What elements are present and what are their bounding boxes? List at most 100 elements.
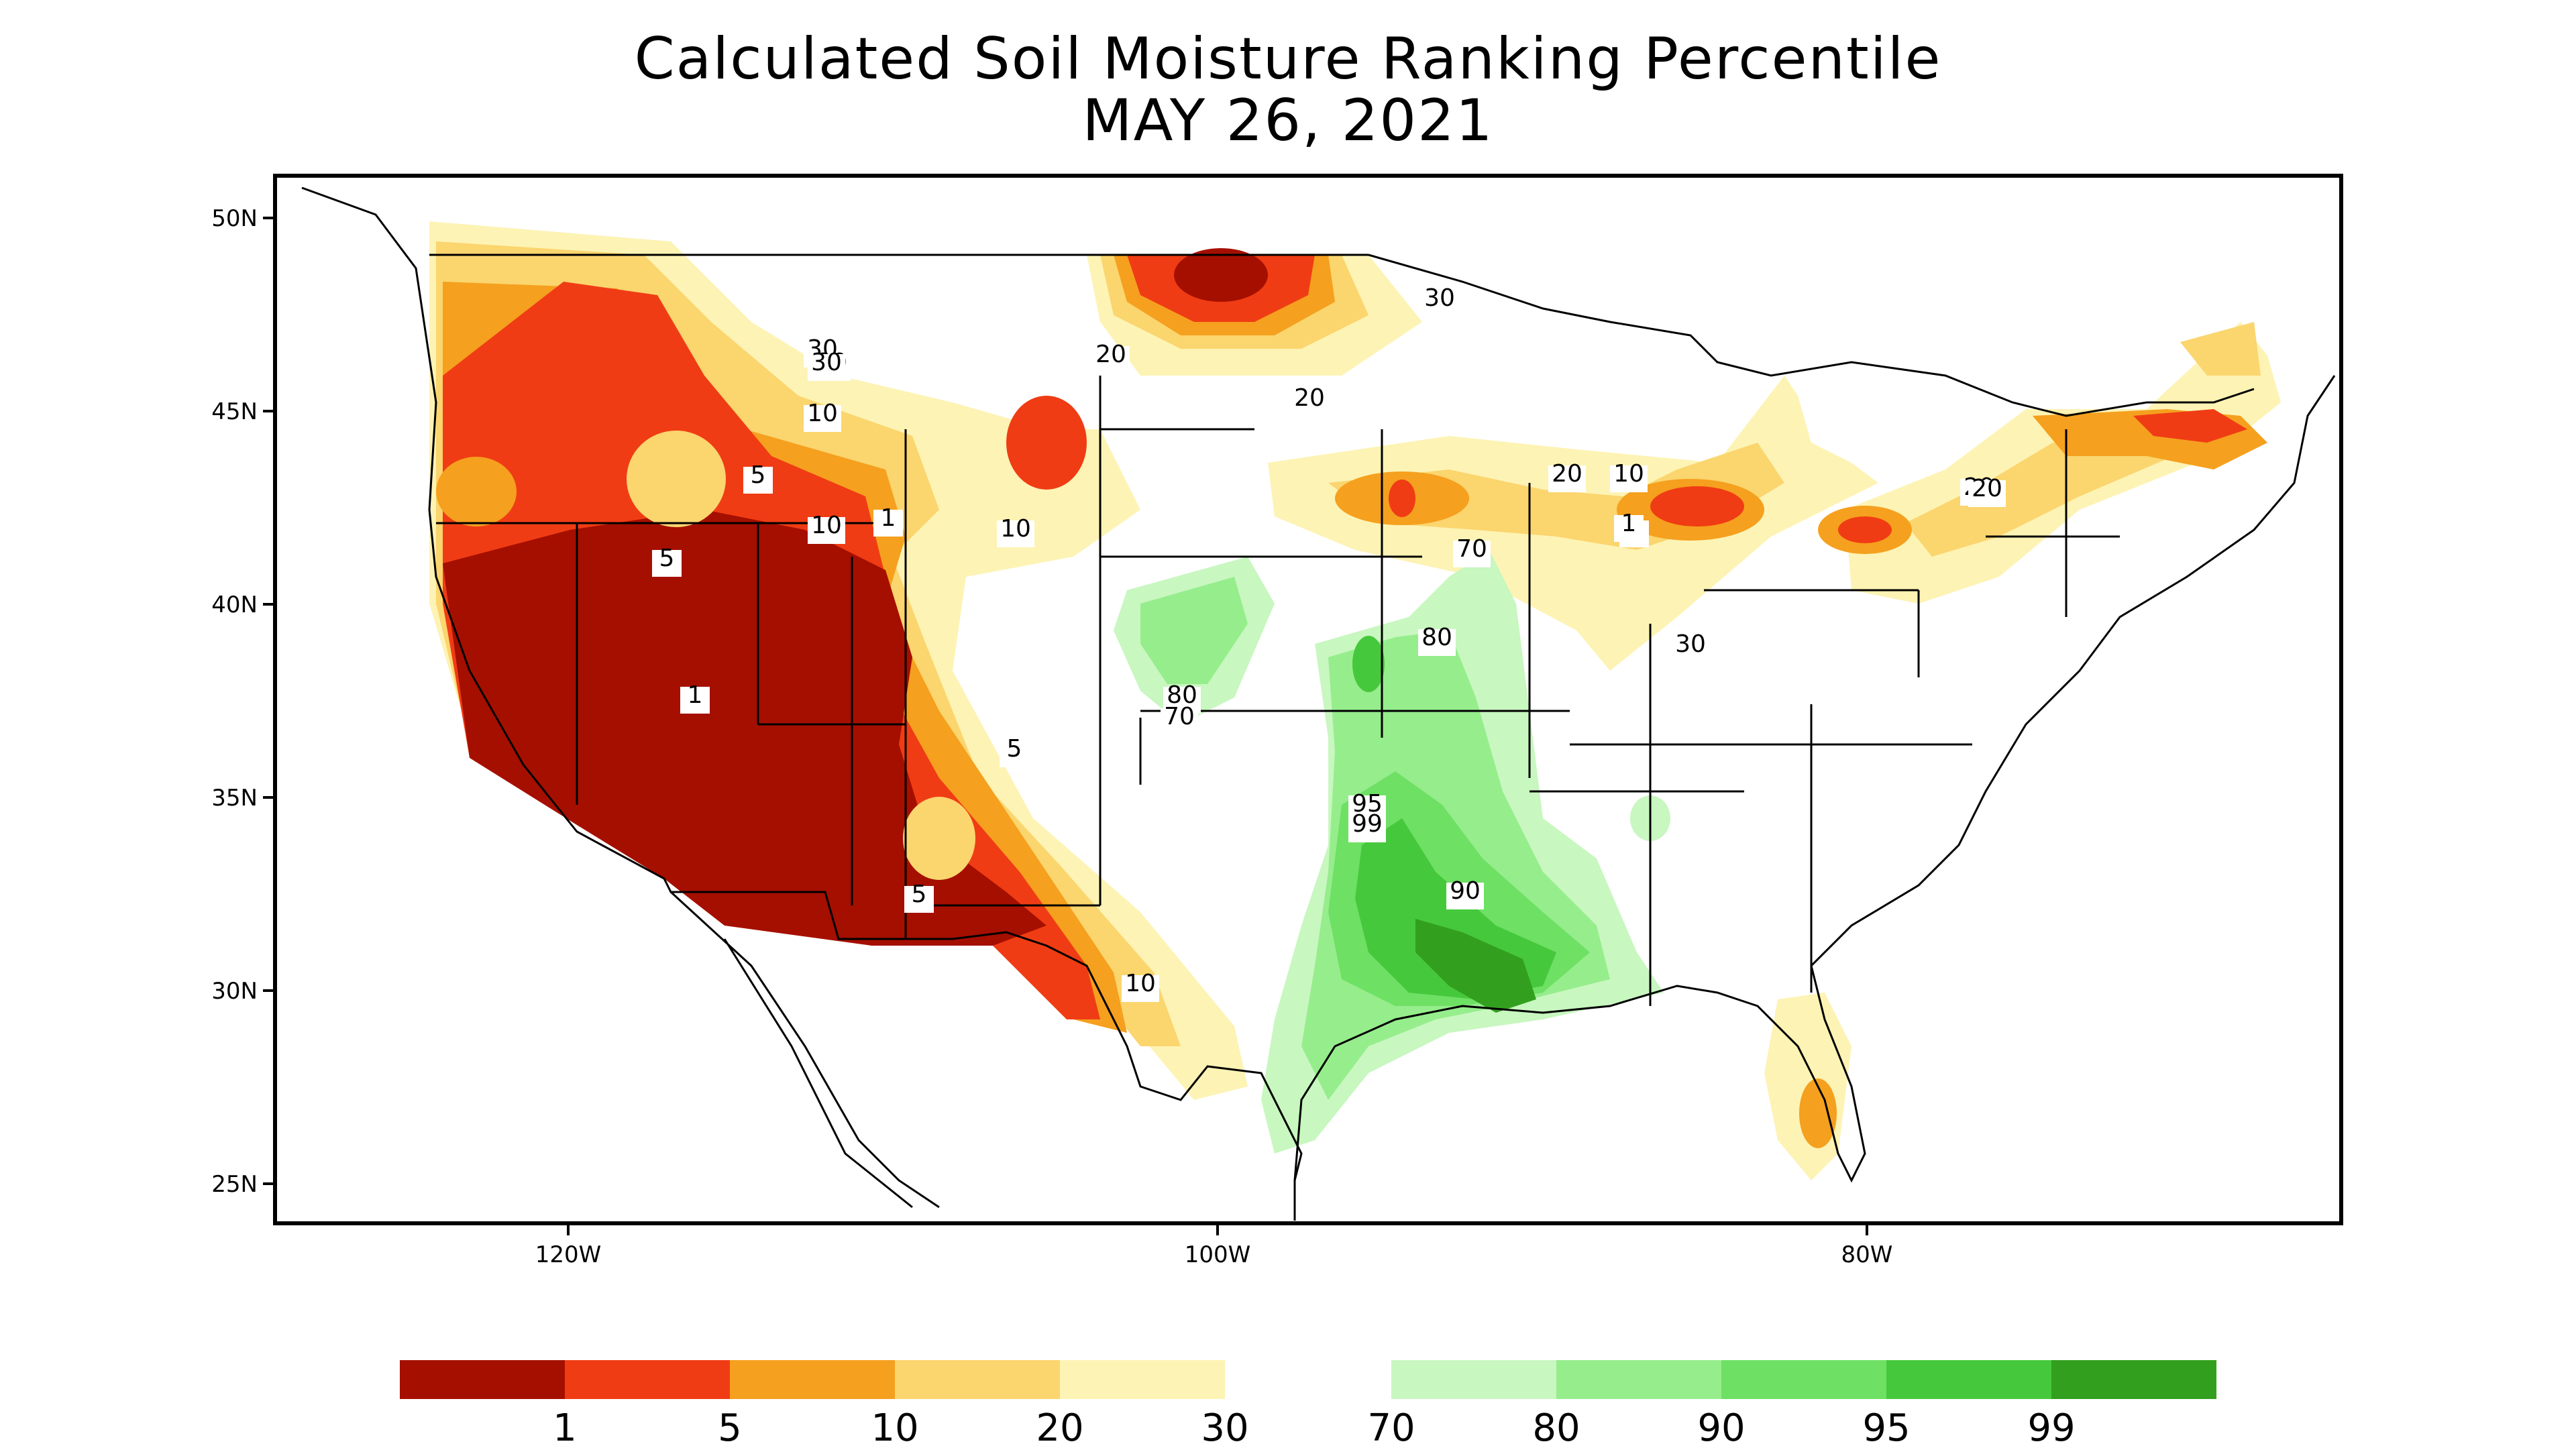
contour-label-tick: 10 — [1122, 970, 1159, 1002]
northeast-dry-region — [1764, 322, 2281, 1180]
zone-1-5 — [1838, 516, 1892, 543]
contour-label-text: 20 — [1552, 460, 1582, 488]
contour-label-tick: 20 — [1548, 460, 1586, 492]
legend-swatch — [565, 1360, 730, 1399]
great-lakes-border — [1368, 254, 2255, 417]
lat-label-25n: 25N — [211, 1171, 258, 1198]
contour-labels: 30 20 10 5 1 5 10 20 30 30 20 10 5 10 20… — [652, 284, 2006, 1002]
legend-swatch — [400, 1360, 565, 1399]
latitude-axis: 50N 45N 40N 35N 30N 25N — [211, 205, 275, 1198]
contour-label-text: 20 — [1294, 384, 1325, 412]
legend-label: 99 — [2027, 1406, 2075, 1450]
legend-swatch — [1721, 1360, 1886, 1399]
contour-label-text: 80 — [1167, 681, 1197, 709]
legend-swatch — [1060, 1360, 1225, 1399]
contour-label-text: 10 — [807, 400, 838, 427]
west-south-coast — [301, 186, 1303, 1221]
contour-label-tick: 5 — [1000, 735, 1029, 767]
baja-mexico-coast — [669, 891, 940, 1209]
state-borders — [436, 376, 2120, 1006]
contour-label-tick: 30 — [1421, 284, 1458, 317]
legend-swatch — [895, 1360, 1060, 1399]
contour-label-tick: 5 — [743, 461, 773, 494]
legend-swatch — [1556, 1360, 1721, 1399]
lat-label-50n: 50N — [211, 205, 258, 232]
lon-label-80w: 80W — [1841, 1241, 1893, 1268]
contour-label-text: 20 — [1095, 341, 1126, 368]
dry-pocket-wyoming — [1006, 396, 1087, 490]
western-dry-region — [429, 221, 1248, 1100]
contour-label-tick: 20 — [1291, 384, 1328, 416]
color-legend: 1 5 10 20 30 70 80 90 95 99 — [400, 1360, 2216, 1450]
contour-label-tick: 90 — [1446, 877, 1484, 909]
contour-label-text: 5 — [912, 881, 927, 908]
legend-label: 20 — [1036, 1406, 1083, 1450]
contour-label-tick: 1 — [1614, 510, 1644, 542]
contour-label-tick: 20 — [1092, 341, 1130, 373]
zone-99-plus — [1415, 919, 1536, 1013]
midwest-dry-region — [1268, 376, 1878, 671]
legend-swatch — [1391, 1360, 1556, 1399]
legend-label: 30 — [1201, 1406, 1248, 1450]
contour-label-text: 80 — [1421, 624, 1452, 651]
zone-1-5 — [2133, 409, 2247, 443]
contour-label-tick: 30 — [808, 349, 845, 381]
contour-label-text: 5 — [751, 461, 766, 489]
zone-1-5 — [1389, 480, 1415, 517]
legend-wet-bar: 70 80 90 95 99 — [1367, 1360, 2216, 1450]
contour-label-text: 10 — [1613, 460, 1644, 488]
legend-swatch — [1886, 1360, 2051, 1399]
legend-dry-bar: 1 5 10 20 30 — [400, 1360, 1249, 1450]
legend-label: 5 — [718, 1406, 742, 1450]
lat-label-35n: 35N — [211, 785, 258, 812]
lon-label-120w: 120W — [535, 1241, 602, 1268]
contour-label-tick: 10 — [808, 512, 845, 544]
contour-label-tick: 1 — [873, 504, 903, 537]
moist-pocket-oregon — [436, 457, 517, 526]
legend-swatch — [730, 1360, 895, 1399]
contour-label-tick: 5 — [652, 545, 682, 577]
northern-plains-dry-region — [1087, 248, 1422, 376]
zone-0-1 — [1174, 248, 1268, 302]
contour-label-text: 99 — [1352, 810, 1383, 838]
map-subtitle: MAY 26, 2021 — [1082, 87, 1494, 154]
contour-label-text: 95 — [1352, 790, 1383, 818]
contour-label-tick: 95 — [1348, 790, 1386, 822]
legend-label: 80 — [1532, 1406, 1580, 1450]
contour-label-tick: 70 — [1453, 535, 1491, 567]
moist-pocket-idaho — [627, 431, 726, 527]
legend-label: 1 — [553, 1406, 577, 1450]
contour-label-text: 30 — [811, 349, 842, 376]
longitude-axis: 120W 100W 80W — [535, 1223, 1893, 1268]
southern-wet-region — [1114, 550, 1670, 1154]
contour-label-text: 70 — [1164, 703, 1195, 730]
contour-label-text: 30 — [1675, 630, 1706, 658]
lon-label-100w: 100W — [1185, 1241, 1251, 1268]
contour-label-text: 10 — [1000, 515, 1031, 543]
contour-label-text: 30 — [1424, 284, 1455, 312]
contour-label-text: 20 — [1972, 475, 2002, 502]
contour-label-tick: 20 — [1968, 475, 2006, 507]
contour-label-tick: 99 — [1348, 810, 1386, 842]
contour-label-tick: 70 — [1161, 703, 1198, 735]
zone-1-5 — [1650, 486, 1744, 526]
contour-label-tick: 10 — [997, 515, 1034, 547]
contour-label-text: 90 — [1450, 877, 1481, 905]
boundary-lines — [301, 186, 2336, 1221]
zone-0-1 — [443, 510, 1046, 946]
legend-swatch — [2051, 1360, 2216, 1399]
lat-label-45n: 45N — [211, 398, 258, 425]
zone-10-20 — [2180, 322, 2261, 376]
contour-label-tick: 80 — [1418, 624, 1456, 656]
contour-label-tick: 5 — [904, 881, 934, 913]
contour-label-text: 70 — [1456, 535, 1487, 563]
lat-label-30n: 30N — [211, 978, 258, 1005]
contour-label-tick: 30 — [1672, 630, 1709, 663]
gulf-east-coast — [1293, 375, 2336, 1183]
legend-label: 10 — [871, 1406, 918, 1450]
moist-pocket-new-mexico — [903, 797, 975, 880]
zone-95-99 — [1352, 636, 1385, 692]
contour-label-text: 1 — [881, 504, 896, 532]
legend-label: 90 — [1697, 1406, 1745, 1450]
